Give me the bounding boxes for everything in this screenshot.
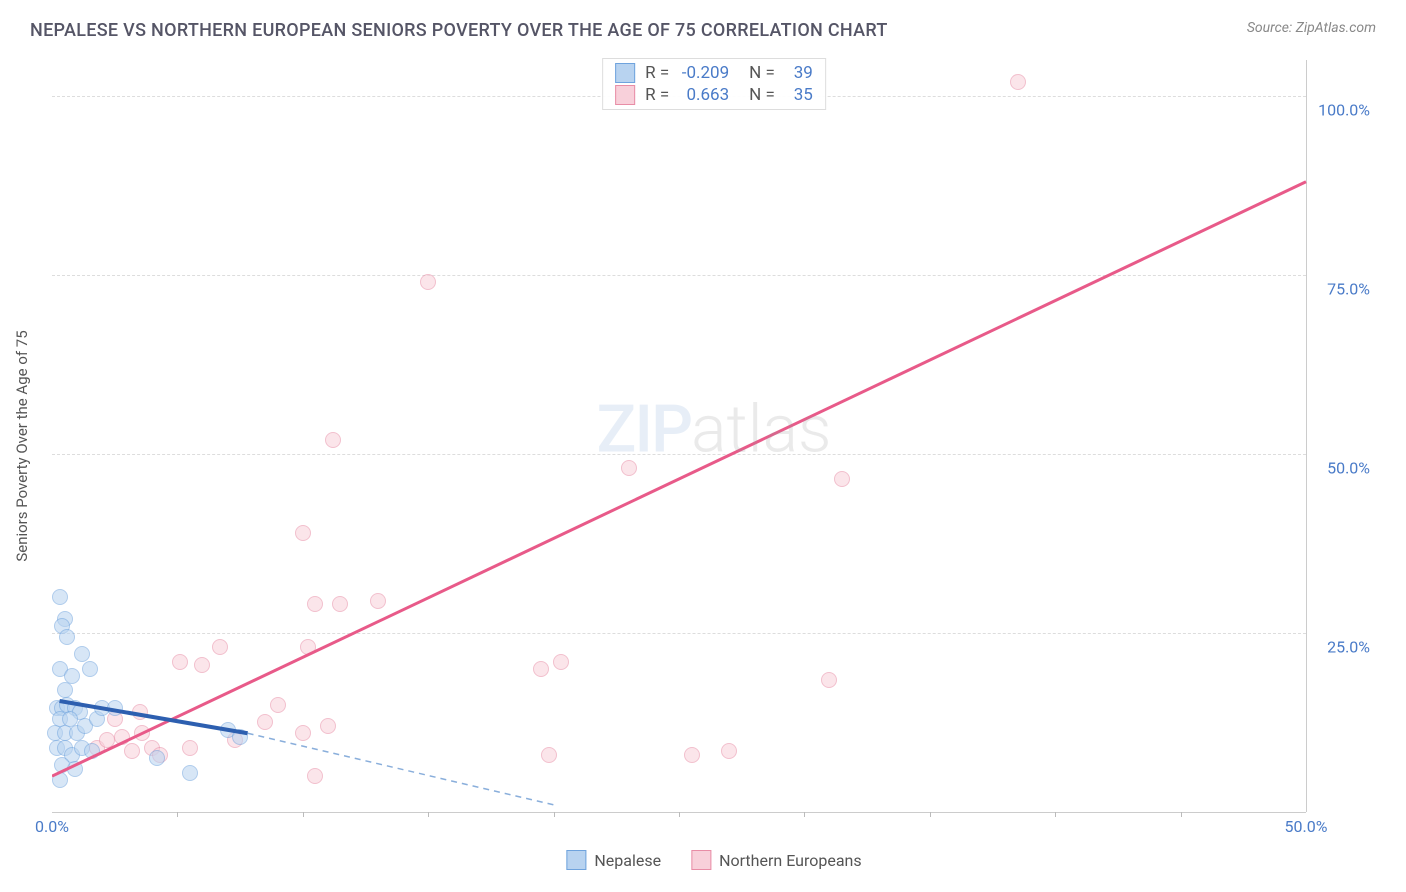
marker-nepalese — [82, 661, 98, 677]
y-tick-label: 50.0% — [1327, 458, 1370, 477]
x-tick-label: 50.0% — [1285, 817, 1328, 836]
grid-line — [52, 275, 1306, 276]
stat-n-value: 39 — [785, 63, 813, 83]
legend-swatch — [615, 85, 635, 105]
legend-item: Nepalese — [566, 850, 661, 870]
chart-title: NEPALESE VS NORTHERN EUROPEAN SENIORS PO… — [30, 20, 888, 41]
marker-nepalese — [52, 589, 68, 605]
y-tick-label: 25.0% — [1327, 637, 1370, 656]
y-tick-label: 100.0% — [1318, 100, 1370, 119]
scatter-plot: 25.0%50.0%75.0%100.0%0.0%50.0% — [52, 50, 1376, 842]
legend-label: Northern Europeans — [719, 851, 862, 870]
stat-r-label: R = — [645, 85, 669, 105]
chart-plot-area: Seniors Poverty Over the Age of 75 25.0%… — [52, 50, 1376, 842]
marker-northern — [194, 657, 210, 673]
legend-label: Nepalese — [594, 851, 661, 870]
grid-line — [52, 633, 1306, 634]
y-tick-label: 75.0% — [1327, 279, 1370, 298]
marker-northern — [212, 639, 228, 655]
marker-northern — [134, 725, 150, 741]
y-axis-label: Seniors Poverty Over the Age of 75 — [13, 330, 31, 561]
marker-nepalese — [52, 772, 68, 788]
stats-row: R = -0.209 N = 39 — [615, 63, 813, 83]
marker-northern — [132, 704, 148, 720]
marker-northern — [182, 740, 198, 756]
marker-northern — [257, 714, 273, 730]
marker-nepalese — [84, 743, 100, 759]
marker-nepalese — [182, 765, 198, 781]
source-prefix: Source: — [1247, 20, 1296, 36]
marker-northern — [553, 654, 569, 670]
marker-northern — [533, 661, 549, 677]
stat-r-value: -0.209 — [679, 63, 729, 83]
marker-northern — [114, 729, 130, 745]
marker-northern — [821, 672, 837, 688]
marker-northern — [172, 654, 188, 670]
marker-northern — [307, 596, 323, 612]
marker-northern — [320, 718, 336, 734]
marker-northern — [834, 471, 850, 487]
marker-northern — [307, 768, 323, 784]
marker-northern — [332, 596, 348, 612]
marker-northern — [295, 525, 311, 541]
trend-line — [248, 733, 554, 805]
source-attribution: Source: ZipAtlas.com — [1247, 20, 1376, 36]
legend: Nepalese Northern Europeans — [566, 850, 861, 870]
source-link[interactable]: ZipAtlas.com — [1296, 20, 1376, 36]
stat-n-label: N = — [749, 85, 775, 105]
legend-item: Northern Europeans — [691, 850, 862, 870]
marker-northern — [124, 743, 140, 759]
marker-northern — [99, 732, 115, 748]
marker-northern — [370, 593, 386, 609]
marker-northern — [300, 639, 316, 655]
grid-line — [52, 454, 1306, 455]
trend-line — [52, 182, 1306, 776]
marker-northern — [420, 274, 436, 290]
marker-nepalese — [67, 761, 83, 777]
marker-nepalese — [232, 729, 248, 745]
marker-nepalese — [107, 700, 123, 716]
marker-northern — [621, 460, 637, 476]
marker-northern — [295, 725, 311, 741]
marker-northern — [541, 747, 557, 763]
stats-box: R = -0.209 N = 39 R = 0.663 N = 35 — [602, 58, 826, 110]
legend-swatch — [566, 850, 586, 870]
marker-northern — [325, 432, 341, 448]
marker-northern — [684, 747, 700, 763]
marker-northern — [1010, 74, 1026, 90]
marker-northern — [270, 697, 286, 713]
marker-nepalese — [149, 750, 165, 766]
stat-n-value: 35 — [785, 85, 813, 105]
stats-row: R = 0.663 N = 35 — [615, 85, 813, 105]
x-tick-label: 0.0% — [35, 817, 69, 836]
stat-n-label: N = — [749, 63, 775, 83]
marker-nepalese — [59, 629, 75, 645]
stat-r-label: R = — [645, 63, 669, 83]
marker-northern — [721, 743, 737, 759]
legend-swatch — [615, 63, 635, 83]
legend-swatch — [691, 850, 711, 870]
stat-r-value: 0.663 — [679, 85, 729, 105]
